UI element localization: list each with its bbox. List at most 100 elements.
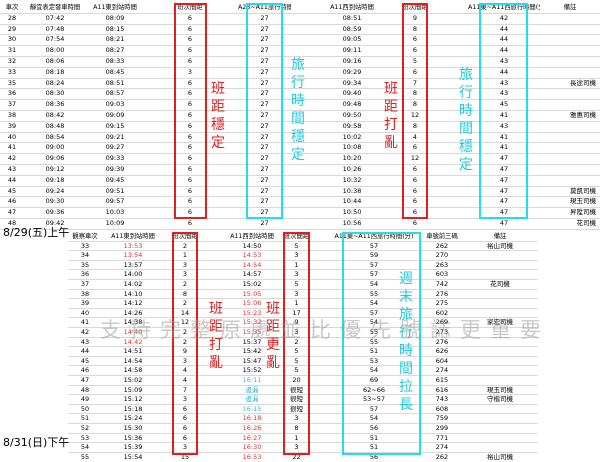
table-cell: 3 xyxy=(182,356,188,365)
table-cell: 299 xyxy=(435,424,449,432)
table-header-cell: 備註 xyxy=(563,4,577,11)
table-cell: 604 xyxy=(435,356,449,365)
table-cell: 10:08 xyxy=(342,143,362,152)
table-cell: 13:53 xyxy=(123,241,143,250)
table-cell: 15:12 xyxy=(123,395,143,404)
table-cell xyxy=(540,154,596,163)
row-divider xyxy=(68,240,538,242)
table-cell: 6 xyxy=(187,89,193,98)
table-cell: 2 xyxy=(182,337,188,346)
table-cell: 3 xyxy=(294,328,299,336)
table-cell: 6 xyxy=(187,197,193,206)
highlight-box-travel-east-west xyxy=(479,3,528,219)
row-divider xyxy=(0,207,600,209)
table-cell: 270 xyxy=(435,251,449,260)
table-cell: 276 xyxy=(435,337,449,346)
table-cell: 275 xyxy=(435,299,449,308)
table-cell: 08:24 xyxy=(45,78,65,87)
table-header-cell: 班次間距 xyxy=(283,233,310,240)
table-header-cell: A11東到站時間 xyxy=(93,4,137,11)
table-header-cell: 靜宜表定發車時間 xyxy=(29,4,81,11)
table-cell: 35 xyxy=(7,78,17,87)
table-cell: 09:29 xyxy=(342,67,362,76)
table-cell: 43 xyxy=(499,89,509,98)
table-cell: 6 xyxy=(187,143,193,152)
highlight-box-travel-east xyxy=(246,3,283,219)
table-cell: 14:42 xyxy=(123,337,143,346)
table-cell: 47 xyxy=(499,186,509,195)
table-cell: 45 xyxy=(499,100,509,109)
table-cell: 15:02 xyxy=(123,376,143,384)
row-divider xyxy=(0,45,600,47)
table-cell: 27 xyxy=(260,24,269,33)
table-cell: 57 xyxy=(369,308,379,317)
table-cell: 8 xyxy=(412,100,418,109)
table-cell: 邊漏 xyxy=(245,395,259,404)
row-divider xyxy=(0,34,600,36)
table-cell: 3 xyxy=(294,289,299,298)
table-cell: 608 xyxy=(435,404,449,413)
table-cell: 27 xyxy=(260,46,269,55)
table-cell: 15:09 xyxy=(123,385,143,394)
table-cell xyxy=(540,68,596,77)
table-cell: 07:48 xyxy=(45,24,65,33)
table-cell: 6 xyxy=(187,208,193,217)
table-cell: 771 xyxy=(435,433,449,442)
table-cell: 07:54 xyxy=(45,35,65,44)
table-cell: 3 xyxy=(182,270,188,279)
table-cell: 08:06 xyxy=(45,57,65,65)
table-cell: 35 xyxy=(80,260,90,269)
table-cell: 276 xyxy=(435,289,449,298)
table-cell: 615 xyxy=(435,376,449,384)
table-cell: 09:40 xyxy=(342,89,362,98)
table-cell: 15:30 xyxy=(123,424,143,432)
table-cell: 14:58 xyxy=(123,366,143,375)
table-cell: 15:36 xyxy=(123,433,143,442)
table-cell: 09:33 xyxy=(105,154,125,163)
table-cell: 很短 xyxy=(290,385,303,394)
table-cell: 57 xyxy=(369,404,379,413)
table-cell: 40 xyxy=(7,132,17,141)
table-cell xyxy=(540,133,596,142)
table-cell: 3 xyxy=(294,443,299,452)
table-cell: 08:59 xyxy=(342,24,362,33)
table-cell: 6 xyxy=(187,111,193,119)
row-divider xyxy=(68,365,538,367)
table-cell: 4 xyxy=(412,132,418,141)
annotation-travel-stable-2: 旅行時間穩定 xyxy=(459,67,473,173)
row-divider xyxy=(68,423,538,424)
row-divider xyxy=(68,403,538,405)
table-cell: 54 xyxy=(369,414,379,423)
table-header-cell: 車號前三碼 xyxy=(426,233,458,240)
table-cell: 27 xyxy=(260,57,269,65)
table-cell xyxy=(540,14,596,23)
table-cell: 雅惠司機 xyxy=(570,111,596,119)
table-cell xyxy=(540,46,596,55)
table-cell: 2 xyxy=(182,328,188,336)
table-cell: 45 xyxy=(7,186,17,195)
table-cell: 47 xyxy=(80,376,90,384)
row-divider xyxy=(68,317,538,319)
table-cell: 53~57 xyxy=(363,395,385,404)
table-header-cell: A11東~A11西旅行時間(分) xyxy=(334,233,414,240)
table-cell: 43 xyxy=(80,337,90,346)
table-cell: 09:03 xyxy=(105,100,125,109)
table-cell: 09:06 xyxy=(45,154,65,163)
table-cell: 15:32 xyxy=(242,318,262,327)
row-divider xyxy=(0,99,600,101)
table-cell: 09:50 xyxy=(342,111,362,119)
table-cell: 55 xyxy=(80,452,90,461)
table-cell: 47 xyxy=(7,208,17,217)
table-cell: 603 xyxy=(435,270,449,279)
table-cell: 12 xyxy=(180,318,190,327)
table-cell: 5 xyxy=(294,280,299,288)
table-cell: 27 xyxy=(260,165,269,173)
table-cell: 5 xyxy=(294,356,299,365)
table-cell: 3 xyxy=(182,260,188,269)
table-cell: 9 xyxy=(412,13,418,22)
table-cell: 08:51 xyxy=(105,78,125,87)
table-cell: 27 xyxy=(260,78,269,87)
table-cell: 759 xyxy=(435,414,449,423)
table-header-cell: 備註 xyxy=(493,233,507,240)
table-cell: 27 xyxy=(260,143,269,152)
